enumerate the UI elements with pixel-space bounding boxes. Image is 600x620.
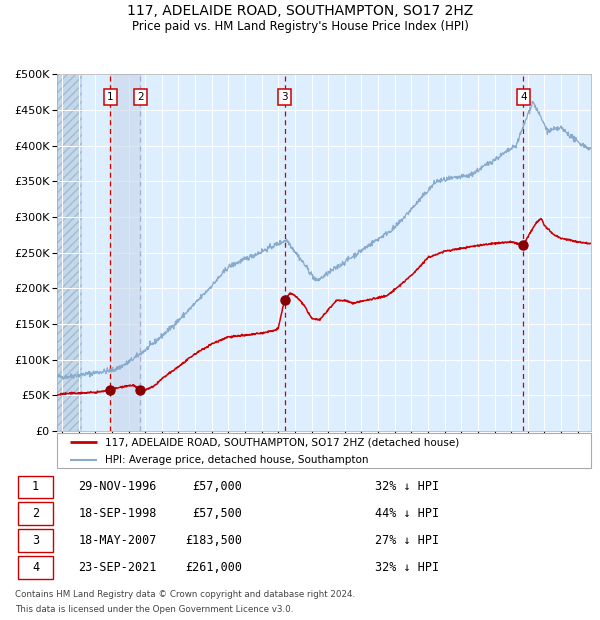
Text: 1: 1	[107, 92, 114, 102]
Bar	[110, 74, 140, 431]
Text: Contains HM Land Registry data © Crown copyright and database right 2024.: Contains HM Land Registry data © Crown c…	[15, 590, 355, 600]
FancyBboxPatch shape	[18, 556, 53, 579]
Text: 3: 3	[281, 92, 288, 102]
Text: 18-SEP-1998: 18-SEP-1998	[78, 507, 157, 520]
Text: 2: 2	[137, 92, 143, 102]
Text: 32% ↓ HPI: 32% ↓ HPI	[375, 561, 439, 574]
Text: 32% ↓ HPI: 32% ↓ HPI	[375, 480, 439, 494]
Text: £183,500: £183,500	[185, 534, 242, 547]
Text: HPI: Average price, detached house, Southampton: HPI: Average price, detached house, Sout…	[105, 455, 368, 466]
Text: 2: 2	[32, 507, 39, 520]
Text: 23-SEP-2021: 23-SEP-2021	[78, 561, 157, 574]
Text: 29-NOV-1996: 29-NOV-1996	[78, 480, 157, 494]
Text: 18-MAY-2007: 18-MAY-2007	[78, 534, 157, 547]
Text: 1: 1	[32, 480, 39, 494]
FancyBboxPatch shape	[18, 476, 53, 498]
Text: 117, ADELAIDE ROAD, SOUTHAMPTON, SO17 2HZ (detached house): 117, ADELAIDE ROAD, SOUTHAMPTON, SO17 2H…	[105, 437, 460, 447]
Bar	[57, 74, 82, 431]
Text: £57,500: £57,500	[193, 507, 242, 520]
FancyBboxPatch shape	[18, 502, 53, 525]
Text: 4: 4	[32, 561, 39, 574]
Text: £261,000: £261,000	[185, 561, 242, 574]
Text: This data is licensed under the Open Government Licence v3.0.: This data is licensed under the Open Gov…	[15, 604, 293, 614]
Text: 117, ADELAIDE ROAD, SOUTHAMPTON, SO17 2HZ: 117, ADELAIDE ROAD, SOUTHAMPTON, SO17 2H…	[127, 4, 473, 19]
Text: 4: 4	[520, 92, 527, 102]
Text: £57,000: £57,000	[193, 480, 242, 494]
Text: 27% ↓ HPI: 27% ↓ HPI	[375, 534, 439, 547]
Text: 44% ↓ HPI: 44% ↓ HPI	[375, 507, 439, 520]
FancyBboxPatch shape	[18, 529, 53, 552]
Text: 3: 3	[32, 534, 39, 547]
Text: Price paid vs. HM Land Registry's House Price Index (HPI): Price paid vs. HM Land Registry's House …	[131, 20, 469, 33]
